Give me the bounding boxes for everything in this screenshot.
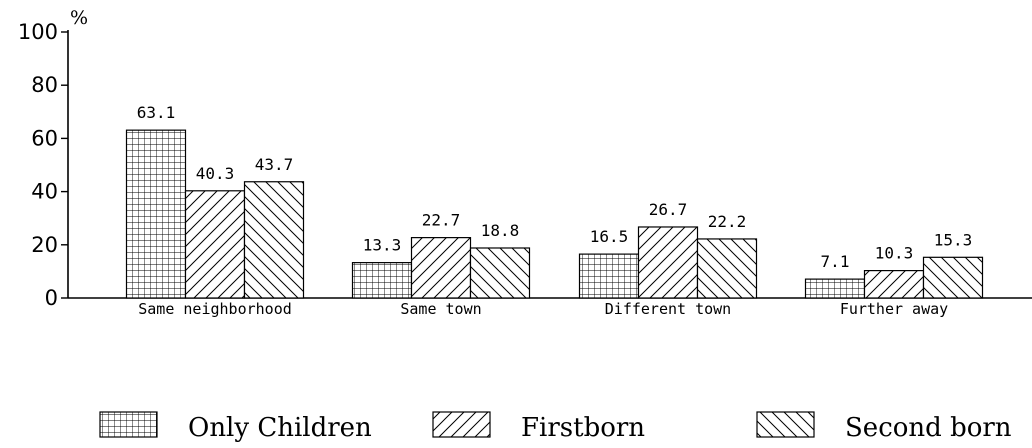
bar-firstborn-same-town: [410, 237, 472, 299]
legend-label-only-children: Only Children: [188, 413, 372, 443]
category-label-same-town: Same town: [400, 300, 481, 318]
legend-label-second-born: Second born: [845, 413, 1012, 443]
legend-label-firstborn: Firstborn: [521, 413, 645, 443]
bars: [125, 129, 984, 299]
legend-swatch-only-children: [99, 411, 158, 438]
category-label-different-town: Different town: [605, 300, 731, 318]
value-label-firstborn-further-away: 10.3: [875, 244, 914, 263]
y-tick-label-60: 60: [31, 126, 58, 150]
value-label-only-children-different-town: 16.5: [590, 227, 629, 246]
y-unit-label: %: [70, 7, 88, 29]
bar-only-children-same-neighborhood: [125, 129, 187, 299]
bar-only-children-further-away: [804, 278, 866, 299]
y-tick-label-0: 0: [45, 286, 58, 310]
value-label-firstborn-same-town: 22.7: [422, 211, 461, 230]
y-tick-label-20: 20: [31, 233, 58, 257]
bar-firstborn-different-town: [637, 226, 699, 299]
value-label-second-born-further-away: 15.3: [934, 230, 973, 249]
value-label-only-children-further-away: 7.1: [821, 252, 850, 271]
value-label-only-children-same-neighborhood: 63.1: [137, 103, 176, 122]
category-label-further-away: Further away: [840, 300, 948, 318]
bar-firstborn-further-away: [863, 270, 925, 299]
y-tick-label-80: 80: [31, 73, 58, 97]
value-label-second-born-same-town: 18.8: [481, 221, 520, 240]
legend-swatch-firstborn: [432, 411, 491, 438]
bar-only-children-same-town: [351, 262, 413, 299]
value-labels: 63.1 40.3 43.7 13.3 22.7 18.8 16.5 26.7 22.2 7.1 1…: [137, 103, 973, 271]
value-label-firstborn-same-neighborhood: 40.3: [196, 164, 235, 183]
value-label-second-born-different-town: 22.2: [708, 212, 747, 231]
y-ticks: 0 20 40 60 80 100: [18, 20, 68, 310]
bar-second-born-same-town: [469, 247, 531, 299]
bar-second-born-different-town: [696, 238, 758, 299]
category-labels: Same neighborhood Same town Different town…: [138, 300, 948, 318]
bar-second-born-same-neighborhood: [243, 181, 305, 299]
bar-second-born-further-away: [922, 256, 984, 299]
value-label-only-children-same-town: 13.3: [363, 236, 402, 255]
category-label-same-neighborhood: Same neighborhood: [138, 300, 292, 318]
legend: Only Children Firstborn Second born: [99, 411, 1012, 443]
y-tick-label-100: 100: [18, 20, 58, 44]
bar-firstborn-same-neighborhood: [184, 190, 246, 299]
value-label-second-born-same-neighborhood: 43.7: [255, 155, 294, 174]
legend-swatch-second-born: [756, 411, 815, 438]
value-label-firstborn-different-town: 26.7: [649, 200, 688, 219]
y-tick-label-40: 40: [31, 180, 58, 204]
bar-only-children-different-town: [578, 253, 640, 299]
